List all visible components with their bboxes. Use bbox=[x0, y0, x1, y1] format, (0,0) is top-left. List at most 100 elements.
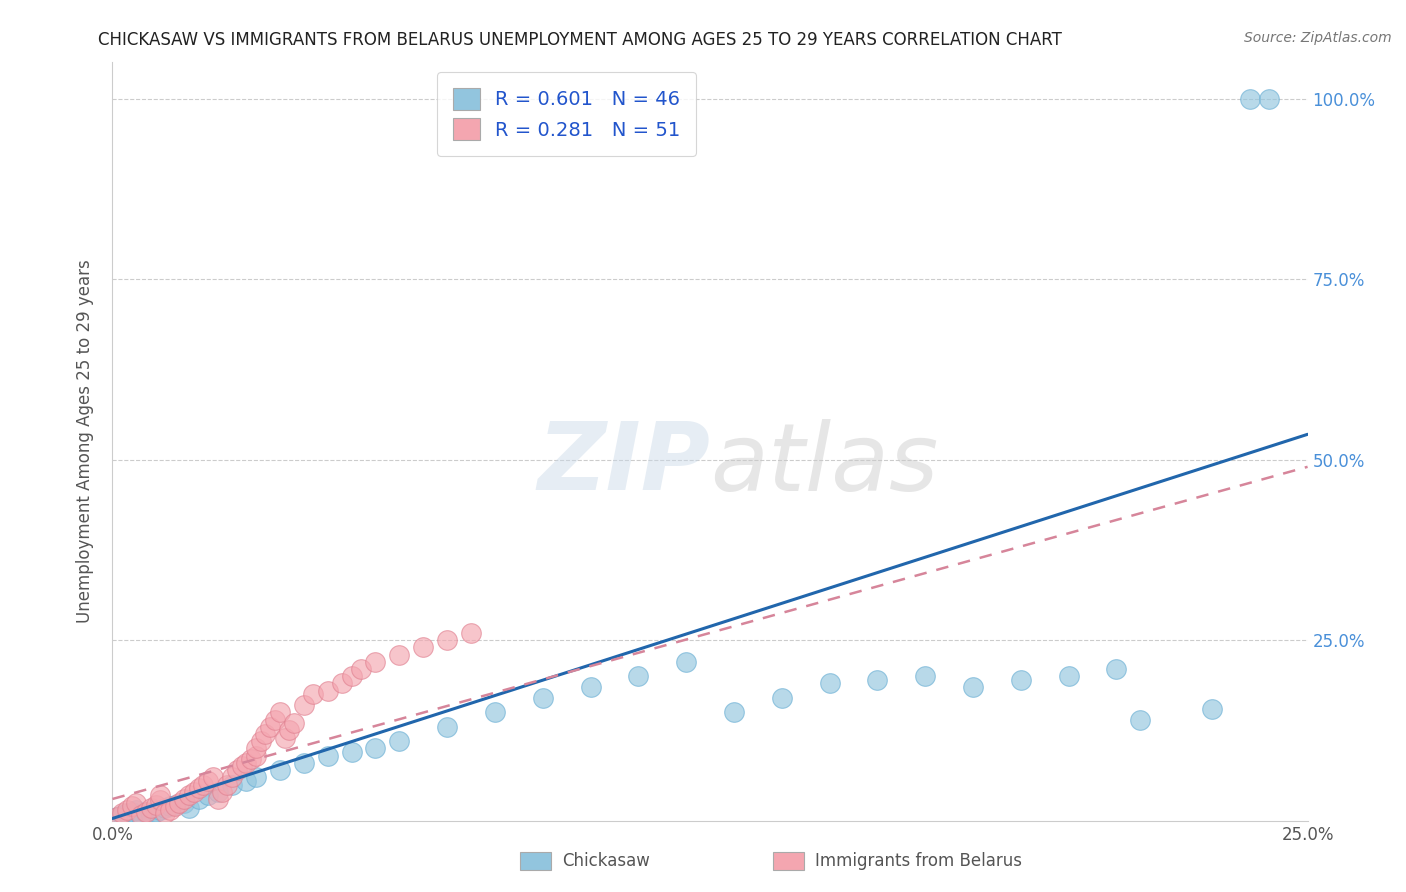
Point bbox=[770, 690, 793, 705]
Point bbox=[149, 793, 172, 807]
Point bbox=[115, 803, 138, 817]
Point bbox=[221, 770, 243, 784]
Point bbox=[153, 800, 176, 814]
Point bbox=[531, 690, 554, 705]
Y-axis label: Unemployment Among Ages 25 to 29 years: Unemployment Among Ages 25 to 29 years bbox=[76, 260, 94, 624]
Point bbox=[1258, 91, 1281, 105]
Text: atlas: atlas bbox=[710, 418, 938, 510]
Point bbox=[283, 716, 305, 731]
Point bbox=[675, 655, 697, 669]
Point bbox=[245, 741, 267, 756]
Point bbox=[245, 770, 267, 784]
Point bbox=[111, 808, 134, 822]
Point bbox=[197, 789, 219, 803]
Point bbox=[818, 676, 841, 690]
Point bbox=[145, 797, 167, 812]
Point bbox=[159, 799, 181, 814]
Text: Immigrants from Belarus: Immigrants from Belarus bbox=[815, 852, 1022, 870]
Point bbox=[866, 673, 889, 687]
Point bbox=[163, 797, 186, 812]
Point bbox=[153, 806, 176, 821]
Point bbox=[1010, 673, 1032, 687]
Point bbox=[1057, 669, 1080, 683]
Point bbox=[129, 808, 152, 822]
Point bbox=[436, 633, 458, 648]
Text: CHICKASAW VS IMMIGRANTS FROM BELARUS UNEMPLOYMENT AMONG AGES 25 TO 29 YEARS CORR: CHICKASAW VS IMMIGRANTS FROM BELARUS UNE… bbox=[98, 31, 1063, 49]
Point bbox=[105, 810, 128, 824]
Text: ZIP: ZIP bbox=[537, 418, 710, 510]
Point bbox=[292, 698, 315, 712]
Point bbox=[105, 810, 128, 824]
Point bbox=[388, 648, 411, 662]
Point bbox=[316, 683, 339, 698]
Point bbox=[169, 796, 191, 810]
Point bbox=[121, 799, 143, 814]
Point bbox=[249, 734, 271, 748]
Point bbox=[211, 785, 233, 799]
Point bbox=[1239, 91, 1261, 105]
Point bbox=[173, 796, 195, 810]
Point bbox=[207, 785, 229, 799]
Point bbox=[129, 810, 152, 824]
Point bbox=[235, 773, 257, 788]
Text: Source: ZipAtlas.com: Source: ZipAtlas.com bbox=[1244, 31, 1392, 45]
Point bbox=[1201, 702, 1223, 716]
Point bbox=[135, 806, 157, 821]
Text: Chickasaw: Chickasaw bbox=[562, 852, 650, 870]
Point bbox=[264, 713, 287, 727]
Point bbox=[259, 720, 281, 734]
Point bbox=[125, 796, 148, 810]
Point bbox=[316, 748, 339, 763]
Point bbox=[388, 734, 411, 748]
Point bbox=[330, 676, 353, 690]
Point bbox=[579, 680, 602, 694]
Point bbox=[163, 799, 186, 814]
Point bbox=[914, 669, 936, 683]
Point bbox=[145, 805, 167, 819]
Point bbox=[340, 745, 363, 759]
Point bbox=[364, 741, 387, 756]
Point bbox=[292, 756, 315, 770]
Point bbox=[254, 727, 277, 741]
Point bbox=[235, 756, 257, 770]
Point bbox=[350, 662, 373, 676]
Legend: R = 0.601   N = 46, R = 0.281   N = 51: R = 0.601 N = 46, R = 0.281 N = 51 bbox=[437, 72, 696, 156]
Point bbox=[207, 792, 229, 806]
Point bbox=[183, 785, 205, 799]
Point bbox=[197, 773, 219, 788]
Point bbox=[340, 669, 363, 683]
Point bbox=[278, 723, 301, 738]
Point bbox=[139, 800, 162, 814]
Point bbox=[364, 655, 387, 669]
Point bbox=[1105, 662, 1128, 676]
Point bbox=[231, 759, 253, 773]
Point bbox=[149, 789, 172, 803]
Point bbox=[627, 669, 650, 683]
Point bbox=[460, 626, 482, 640]
Point bbox=[201, 770, 224, 784]
Point bbox=[723, 706, 745, 720]
Point bbox=[225, 763, 247, 777]
Point bbox=[177, 789, 200, 803]
Point bbox=[302, 687, 325, 701]
Point bbox=[125, 803, 148, 817]
Point bbox=[149, 803, 172, 817]
Point bbox=[139, 808, 162, 822]
Point bbox=[193, 778, 215, 792]
Point bbox=[159, 803, 181, 817]
Point bbox=[245, 748, 267, 763]
Point bbox=[484, 706, 506, 720]
Point bbox=[273, 731, 295, 745]
Point bbox=[187, 792, 209, 806]
Point bbox=[187, 781, 209, 796]
Point bbox=[962, 680, 984, 694]
Point bbox=[115, 806, 138, 821]
Point bbox=[269, 706, 291, 720]
Point bbox=[269, 763, 291, 777]
Point bbox=[111, 806, 134, 821]
Point bbox=[221, 778, 243, 792]
Point bbox=[177, 800, 200, 814]
Point bbox=[436, 720, 458, 734]
Point bbox=[217, 778, 239, 792]
Point bbox=[121, 805, 143, 819]
